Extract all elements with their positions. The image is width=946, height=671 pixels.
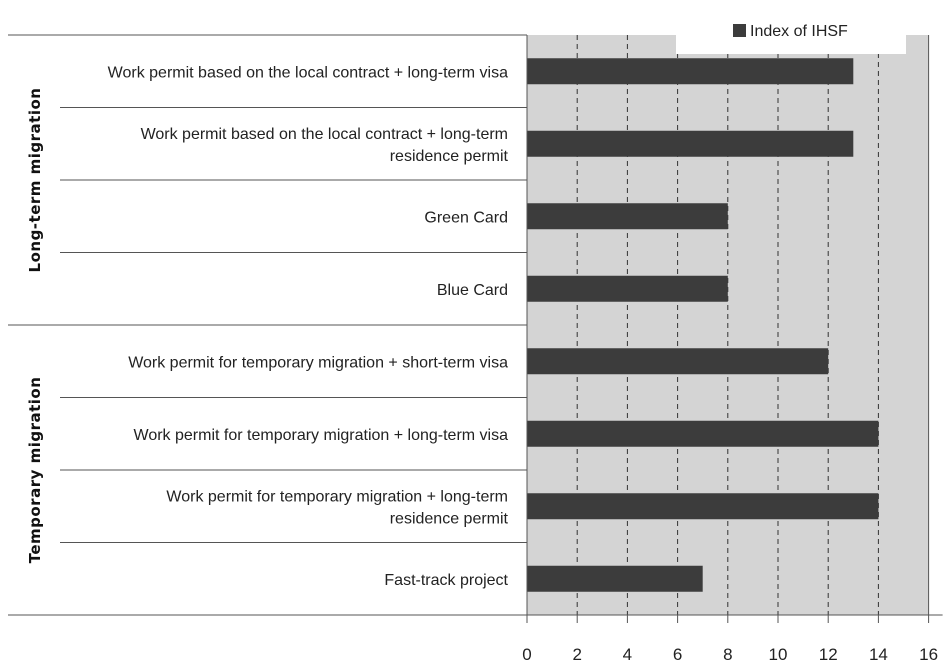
category-label: Work permit based on the local contract … (141, 126, 508, 143)
category-label: Work permit for temporary migration + sh… (128, 354, 508, 371)
group-label: Long-term migration (26, 88, 44, 273)
legend-label: Index of IHSF (750, 23, 848, 40)
x-tick-label: 14 (869, 645, 888, 664)
category-label: residence permit (390, 510, 509, 527)
bar (527, 420, 879, 447)
bar (527, 130, 854, 157)
category-label: Green Card (424, 209, 508, 226)
bar (527, 58, 854, 85)
x-tick-label: 6 (673, 645, 682, 664)
x-tick-label: 12 (819, 645, 838, 664)
category-label: Work permit for temporary migration + lo… (166, 488, 508, 505)
category-label: Work permit for temporary migration + lo… (134, 427, 509, 444)
x-tick-label: 2 (572, 645, 581, 664)
group-label: Temporary migration (26, 377, 44, 564)
x-tick-label: 16 (919, 645, 938, 664)
bar (527, 565, 703, 592)
bar (527, 348, 829, 375)
x-tick-label: 8 (723, 645, 732, 664)
x-tick-label: 4 (623, 645, 632, 664)
legend-box (676, 14, 906, 54)
legend-swatch (733, 24, 746, 37)
category-label: residence permit (390, 148, 509, 165)
category-label: Blue Card (437, 282, 508, 299)
bar (527, 493, 879, 520)
bar (527, 275, 728, 302)
category-label: Fast-track project (384, 572, 508, 589)
x-tick-label: 10 (769, 645, 788, 664)
x-tick-label: 0 (522, 645, 531, 664)
category-label: Work permit based on the local contract … (108, 64, 508, 81)
bar (527, 203, 728, 230)
